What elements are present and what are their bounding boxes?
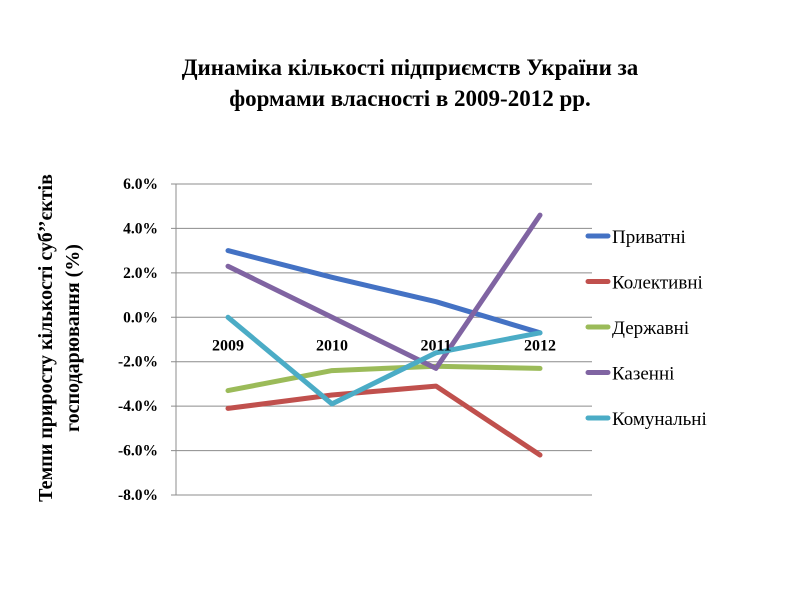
x-category-label: 2011 xyxy=(420,337,451,354)
y-tick-label: 4.0% xyxy=(123,220,158,237)
y-axis-label-line-2: господарювання (%) xyxy=(62,244,84,432)
legend-label: Державні xyxy=(612,318,689,339)
chart-title: Динаміка кількості підприємств України з… xyxy=(80,52,740,114)
y-tick-label: 0.0% xyxy=(123,309,158,326)
y-axis-label: Темпи приросту кількості суб’’єктів госп… xyxy=(35,174,84,502)
series-line xyxy=(225,248,543,336)
y-tick-label: -6.0% xyxy=(118,443,158,460)
legend: Приватні Колективні Державні Казенні Комунал… xyxy=(585,227,707,430)
y-tick-label: 6.0% xyxy=(123,176,158,193)
y-tick-label: -8.0% xyxy=(118,487,158,504)
y-tick-label: -4.0% xyxy=(118,398,158,415)
legend-label: Комунальні xyxy=(612,409,707,430)
y-tick-labels: 6.0% 4.0% 2.0% 0.0% -2.0% -4.0% -6.0% -8.0% xyxy=(118,176,158,504)
y-tick-label: -2.0% xyxy=(118,354,158,371)
chart-title-line-2: формами власності в 2009-2012 рр. xyxy=(229,86,591,111)
series-line xyxy=(225,314,543,407)
x-category-labels: 2009 2010 2011 2012 xyxy=(212,337,556,354)
x-category-label: 2012 xyxy=(524,337,556,354)
series-line xyxy=(225,212,543,371)
series-lines xyxy=(225,212,543,458)
chart-title-line-1: Динаміка кількості підприємств України з… xyxy=(181,55,639,80)
y-tick-label: 2.0% xyxy=(123,265,158,282)
legend-label: Колективні xyxy=(612,273,703,294)
series-line xyxy=(225,383,543,458)
legend-label: Приватні xyxy=(612,227,686,248)
y-axis-label-line-1: Темпи приросту кількості суб’’єктів xyxy=(35,174,57,502)
legend-label: Казенні xyxy=(612,364,674,385)
series-line xyxy=(225,363,543,394)
x-category-label: 2009 xyxy=(212,337,244,354)
x-category-label: 2010 xyxy=(316,337,348,354)
